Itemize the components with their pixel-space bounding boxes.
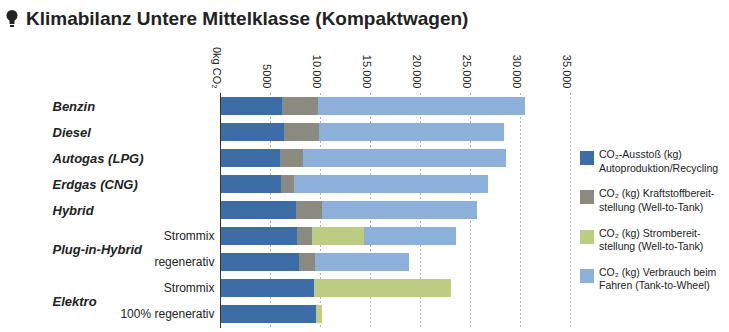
svg-text:Strommix: Strommix [164, 229, 215, 243]
html-text:CO₂-Ausstoß (kg) Autoproduktio: CO₂-Ausstoß (kg) Autoproduktion/Recyclin… [599, 148, 719, 174]
html-text:Klimabilanz Untere Mittelklass: Klimabilanz Untere Mittelklasse (Kompakt… [26, 8, 469, 29]
html-text:CO₂ (kg) Strombereit- stellung: CO₂ (kg) Strombereit- stellung (Well-to-… [599, 226, 704, 253]
html-text:CO₂ (kg) Kraftstoffbereit- ste: CO₂ (kg) Kraftstoffbereit- stellung (Wel… [599, 187, 715, 213]
svg-text:Diesel: Diesel [53, 125, 92, 140]
html-text:CO₂ (kg) Verbrauch beim Fahren: CO₂ (kg) Verbrauch beim Fahren (Tank-to-… [599, 265, 717, 292]
svg-text:Hybrid: Hybrid [53, 203, 95, 218]
svg-text:regenerativ: regenerativ [154, 255, 214, 269]
svg-text:100% regenerativ: 100% regenerativ [120, 307, 214, 321]
svg-text:Plug-in-Hybrid: Plug-in-Hybrid [53, 242, 144, 257]
svg-text:Erdgas (CNG): Erdgas (CNG) [53, 177, 138, 192]
svg-text:25.000: 25.000 [461, 55, 473, 89]
svg-text:Benzin: Benzin [53, 99, 96, 114]
svg-text:20.000: 20.000 [411, 55, 423, 89]
svg-text:Strommix: Strommix [164, 281, 215, 295]
svg-text:Elektro: Elektro [53, 294, 97, 309]
svg-text:5000: 5000 [261, 64, 273, 88]
svg-text:Autogas (LPG): Autogas (LPG) [52, 151, 144, 166]
svg-text:35.000: 35.000 [561, 55, 573, 89]
svg-text:0kg CO₂: 0kg CO₂ [211, 47, 223, 89]
svg-text:10.000: 10.000 [311, 55, 323, 89]
svg-text:15.000: 15.000 [361, 55, 373, 89]
svg-text:30.000: 30.000 [511, 55, 523, 89]
